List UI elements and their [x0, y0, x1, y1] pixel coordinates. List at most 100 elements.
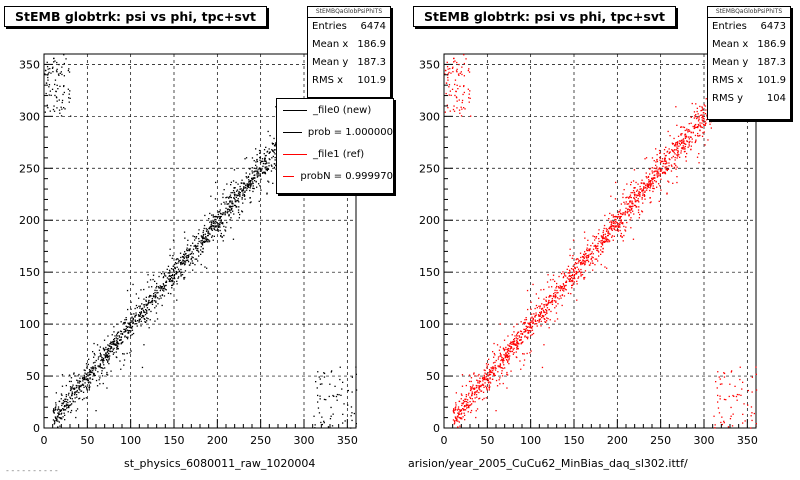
scatter-point [647, 183, 649, 185]
scatter-point [755, 389, 758, 391]
scatter-point [61, 394, 63, 396]
scatter-point [663, 171, 665, 173]
scatter-point [216, 225, 219, 227]
scatter-point [183, 264, 186, 266]
scatter-point [108, 363, 110, 365]
scatter-point [320, 421, 322, 424]
scatter-point [155, 287, 157, 289]
scatter-point [219, 217, 221, 219]
scatter-point [158, 287, 161, 289]
stats-label: RMS x [712, 75, 744, 86]
scatter-point [456, 409, 459, 411]
scatter-point [90, 370, 92, 372]
scatter-point [89, 386, 91, 388]
scatter-point [594, 239, 596, 241]
scatter-point [702, 132, 704, 134]
scatter-point [697, 132, 699, 135]
scatter-point [201, 244, 204, 246]
scatter-point [132, 322, 134, 325]
scatter-point [586, 255, 588, 257]
scatter-point [105, 346, 107, 349]
scatter-point [64, 409, 66, 411]
scatter-point [641, 210, 643, 212]
scatter-point [526, 326, 528, 328]
scatter-point [539, 318, 541, 320]
scatter-point [234, 195, 236, 197]
scatter-point [531, 333, 533, 336]
scatter-point [158, 298, 160, 300]
scatter-point [573, 270, 575, 272]
scatter-point [497, 371, 499, 373]
scatter-point [155, 301, 157, 303]
scatter-point [97, 365, 99, 367]
scatter-point [649, 187, 651, 189]
scatter-point [330, 371, 332, 373]
scatter-point [319, 378, 321, 380]
scatter-point [89, 370, 91, 372]
scatter-point [683, 148, 685, 150]
scatter-point [134, 316, 136, 318]
scatter-point [561, 294, 563, 297]
scatter-point [132, 283, 134, 286]
scatter-point [183, 257, 185, 259]
scatter-point [473, 388, 476, 390]
scatter-point [750, 415, 752, 417]
scatter-point [444, 69, 447, 72]
scatter-point [61, 66, 63, 68]
scatter-point [173, 270, 175, 272]
scatter-point [471, 403, 473, 405]
scatter-point [132, 318, 134, 320]
scatter-point [658, 174, 660, 176]
scatter-point [672, 143, 674, 145]
left-axes: 0 50 100 150 200 250 300 3500501001502002503003… [19, 53, 358, 447]
scatter-point [486, 378, 488, 380]
scatter-point [576, 266, 578, 268]
scatter-point [596, 245, 598, 247]
scatter-point [467, 399, 469, 401]
stats-value: 101.9 [757, 75, 786, 86]
scatter-point [84, 382, 86, 384]
scatter-point [120, 336, 123, 338]
scatter-point [516, 340, 518, 342]
scatter-point [241, 179, 243, 181]
scatter-point [680, 139, 683, 141]
scatter-point [463, 412, 465, 414]
scatter-point [215, 219, 217, 221]
scatter-point [258, 174, 260, 176]
legend-swatch [283, 131, 302, 133]
scatter-point [572, 268, 574, 271]
scatter-point [462, 416, 464, 418]
scatter-point [569, 275, 572, 277]
scatter-point [604, 238, 606, 240]
scatter-point [557, 303, 559, 305]
scatter-point [126, 338, 129, 340]
scatter-point [477, 382, 479, 384]
scatter-point [169, 248, 171, 250]
scatter-point [253, 160, 255, 162]
scatter-point [65, 384, 67, 387]
scatter-point [163, 287, 165, 289]
scatter-point [453, 408, 455, 410]
scatter-point [646, 177, 648, 179]
scatter-point [687, 136, 689, 138]
scatter-point [205, 240, 208, 242]
scatter-point [115, 337, 117, 339]
scatter-point [506, 354, 509, 356]
scatter-point [85, 363, 88, 365]
scatter-point [498, 379, 500, 381]
scatter-point [106, 356, 109, 359]
scatter-point [155, 312, 158, 314]
scatter-point [624, 214, 626, 216]
scatter-point [694, 116, 697, 118]
scatter-point [235, 196, 237, 198]
scatter-point [447, 76, 449, 79]
scatter-point [80, 384, 82, 386]
scatter-point [585, 259, 587, 262]
scatter-point [477, 375, 479, 377]
scatter-point [230, 205, 232, 207]
scatter-point [455, 402, 457, 404]
scatter-point [570, 293, 572, 295]
scatter-point [575, 271, 578, 274]
scatter-point [631, 208, 633, 210]
scatter-point [232, 238, 235, 240]
